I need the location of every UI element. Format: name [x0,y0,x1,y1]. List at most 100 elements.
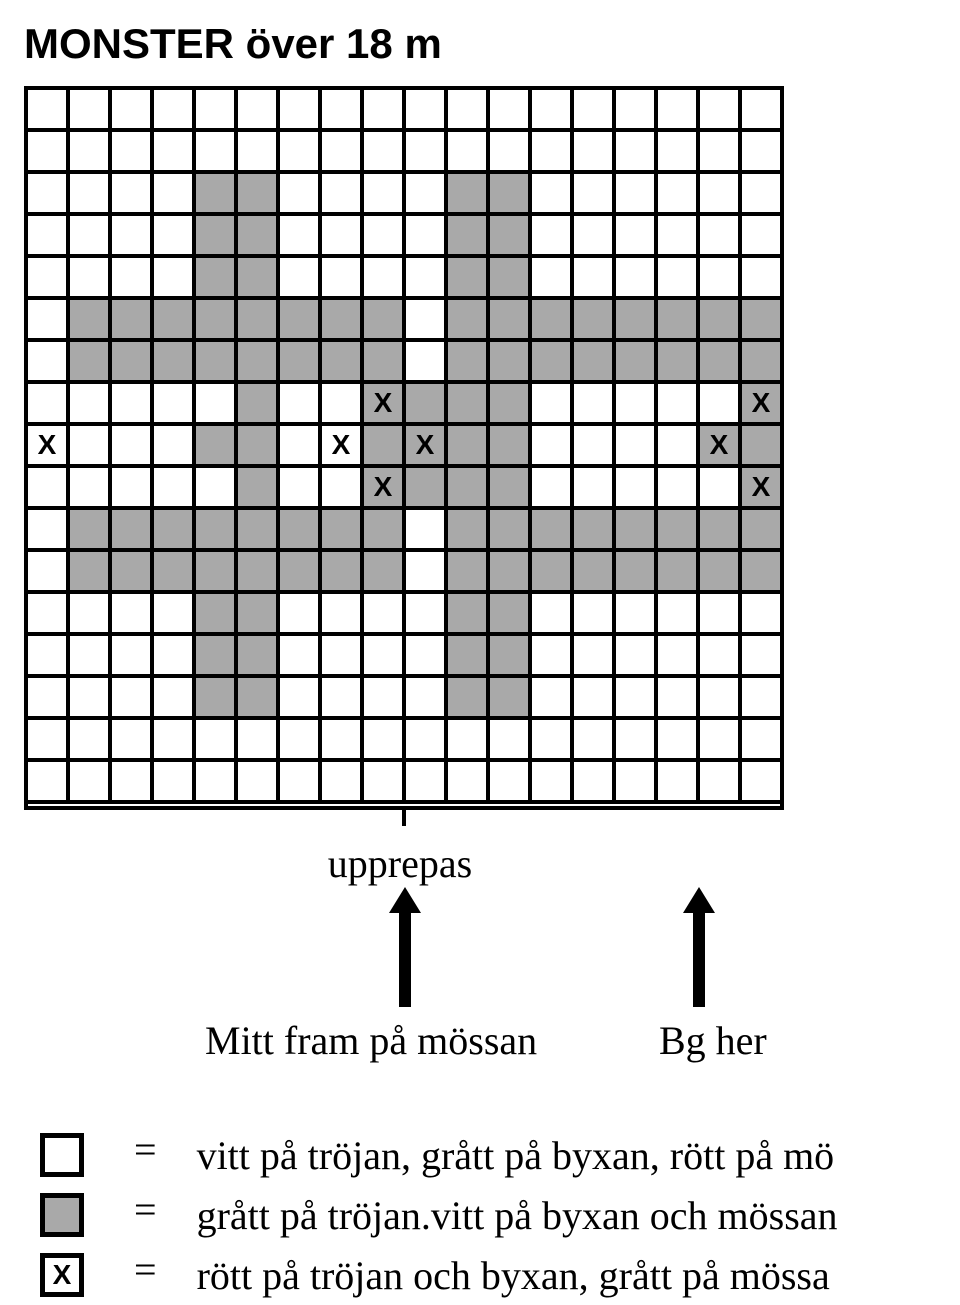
grid-cell [154,300,196,342]
grid-cell [70,636,112,678]
grid-cell [490,594,532,636]
grid-cell [70,720,112,762]
grid-cell [28,132,70,174]
grid-cell [70,678,112,720]
grid-cell [112,510,154,552]
grid-cell [406,594,448,636]
grid-cell [154,174,196,216]
grid-cell [658,720,700,762]
grid-cell [658,426,700,468]
grid-cell [658,216,700,258]
grid-cell [154,594,196,636]
grid-cell [28,342,70,384]
grid-cell [322,678,364,720]
grid-cell [574,678,616,720]
legend-swatch-grey [40,1193,84,1237]
grid-cell [574,594,616,636]
grid-cell [70,300,112,342]
grid-cell [406,300,448,342]
grid-cell [532,552,574,594]
grid-cell [322,342,364,384]
grid-cell [532,342,574,384]
grid-cell [490,468,532,510]
grid-cell [448,90,490,132]
grid-cell: X [364,384,406,426]
grid-cell [28,300,70,342]
grid-cell [616,174,658,216]
grid-cell [196,132,238,174]
grid-cell [574,468,616,510]
grid-cell [574,636,616,678]
grid-cell [112,258,154,300]
grid-cell [448,216,490,258]
grid-cell [112,300,154,342]
grid-cell [448,384,490,426]
grid-cell [364,216,406,258]
grid-cell [28,552,70,594]
grid-cell [280,132,322,174]
legend-row-grey: = grått på tröjan.vitt på byxan och möss… [40,1185,960,1245]
grid-cell [196,426,238,468]
grid-cell [322,636,364,678]
grid-cell [658,552,700,594]
grid-cell [280,678,322,720]
grid-cell [448,552,490,594]
grid-cell [154,636,196,678]
grid-cell [238,720,280,762]
grid-cell [154,762,196,804]
grid-cell [364,132,406,174]
grid-cell [406,216,448,258]
grid-cell [364,90,406,132]
grid-cell [406,174,448,216]
grid-cell [196,720,238,762]
grid-cell [448,132,490,174]
grid-cell [700,342,742,384]
grid-cell [532,468,574,510]
grid-cell [574,258,616,300]
grid-cell [154,720,196,762]
grid-cell [70,552,112,594]
grid-cell [322,300,364,342]
grid-cell [490,762,532,804]
grid-cell [70,762,112,804]
grid-cell [406,762,448,804]
grid-cell [28,762,70,804]
legend-row-white: = vitt på tröjan, grått på byxan, rött p… [40,1125,960,1185]
grid-cell: X [700,426,742,468]
grid-cell [238,300,280,342]
grid-cell [490,300,532,342]
grid-cell [322,762,364,804]
grid-cell [154,384,196,426]
grid-cell [280,90,322,132]
legend-text-x: rött på tröjan och byxan, grått på mössa [197,1252,830,1299]
grid-cell [490,216,532,258]
grid-cell [448,720,490,762]
grid-cell [574,510,616,552]
grid-cell [112,594,154,636]
grid-cell [196,258,238,300]
grid-cell [154,258,196,300]
grid-cell [700,510,742,552]
grid-cell [700,762,742,804]
grid-cell [742,258,784,300]
grid-cell [574,216,616,258]
arrow-row [20,887,960,1017]
grid-cell: X [28,426,70,468]
grid-cell [616,426,658,468]
grid-cell [364,300,406,342]
grid-cell [532,636,574,678]
grid-cell [742,552,784,594]
grid-cell [406,636,448,678]
grid-cell [322,132,364,174]
grid-cell [700,300,742,342]
grid-cell [28,720,70,762]
grid-cell [280,468,322,510]
grid-cell [322,468,364,510]
grid-cell [532,132,574,174]
grid-cell [28,90,70,132]
grid-cell [322,720,364,762]
grid-cell [616,678,658,720]
grid-cell [658,762,700,804]
grid-cell [322,216,364,258]
grid-cell: X [406,426,448,468]
